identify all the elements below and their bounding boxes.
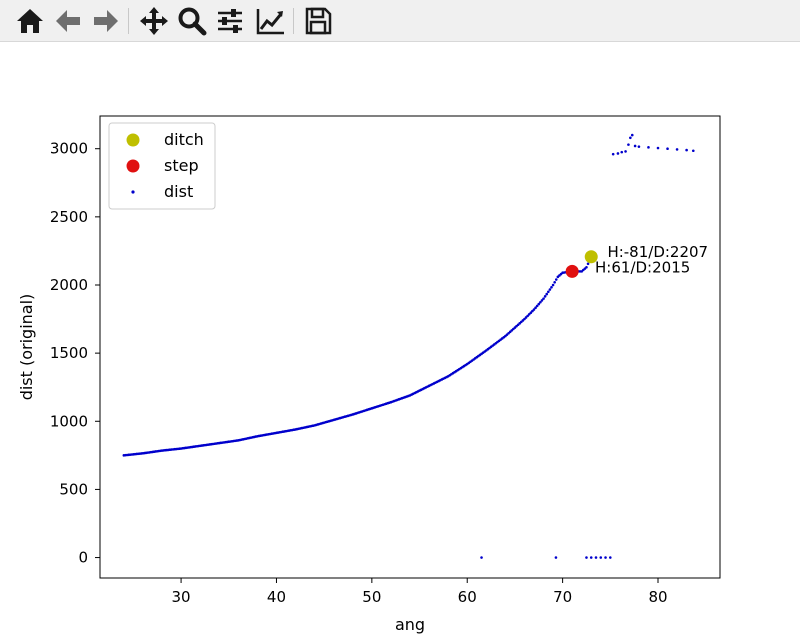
data-point-dist [542,297,545,300]
x-tick-label: 40 [267,588,286,606]
y-tick-label: 0 [78,549,88,567]
data-point-dist [609,556,612,559]
data-point-dist [666,147,669,151]
annotation-label: H:-81/D:2207 [607,243,708,261]
save-button[interactable] [302,5,334,37]
data-point-dist [585,265,588,269]
data-point-dist [554,278,558,281]
data-point-dist [535,304,539,308]
home-icon [17,9,43,33]
toolbar [0,0,800,42]
annotation-label: H:61/D:2015 [595,259,690,277]
forward-button[interactable] [90,5,122,37]
x-tick-label: 30 [172,588,191,606]
data-point-dist [531,309,534,313]
data-point-dist [630,133,634,137]
pan-icon [140,7,168,35]
legend-label-dist: dist [164,182,193,201]
data-point-dist [627,143,630,146]
back-button[interactable] [52,5,84,37]
data-point-dist [551,283,555,287]
data-point-dist [616,152,620,155]
data-point-dist [543,295,547,298]
data-point-dist [534,306,537,310]
data-point-dist [526,314,529,318]
axes-frame [99,115,721,579]
data-point-dist [529,311,533,315]
data-point-dist [691,149,695,153]
x-tick-label: 70 [553,588,572,606]
y-axis-label: dist (original) [17,294,36,401]
data-point-dist [589,556,593,559]
data-point-dist [624,150,627,153]
data-point-dist [594,556,598,559]
zoom-button[interactable] [176,5,208,37]
data-point-dist [524,316,528,319]
data-point-dist [604,556,607,559]
data-point-dist [586,262,590,266]
data-point-dist [548,288,552,291]
home-button[interactable] [14,5,46,37]
configure-subplots-button[interactable] [214,5,246,37]
data-point-dist [539,300,542,304]
data-point-dist [553,280,556,284]
data-point-dist [585,556,588,559]
save-icon [305,7,332,35]
y-tick-label: 1000 [50,412,88,430]
data-point-dist [554,556,558,559]
edit-axis-icon [256,9,284,35]
x-axis-label: ang [395,615,425,634]
data-point-dist [656,146,660,150]
data-point-dist [545,292,549,296]
y-tick-label: 2500 [50,208,88,226]
toolbar-separator [128,8,129,34]
y-axis-ticks: 0 500 1000 1500 2000 2500 3000 [50,140,100,567]
zoom-icon [178,7,207,36]
data-point-dist [633,144,637,148]
data-point-dist [637,145,641,148]
data-point-step [565,264,579,278]
data-point-dist [527,312,531,316]
data-point-dist [540,299,544,302]
data-point-dist [647,146,650,149]
configure-subplots-icon [218,9,242,33]
data-point-dist [629,136,632,140]
y-tick-label: 2000 [50,276,88,294]
data-point-dist [685,148,688,152]
data-point-dist [611,152,615,156]
legend-marker-ditch [126,133,140,147]
data-point-ditch [584,250,598,264]
x-tick-label: 80 [648,588,667,606]
y-tick-label: 500 [59,480,88,498]
legend-label-ditch: ditch [164,130,204,149]
legend: ditch step dist [108,122,216,210]
data-point-dist [547,290,550,294]
legend-label-step: step [164,156,199,175]
data-point-dist [599,556,603,559]
legend-marker-step [126,159,140,173]
y-tick-label: 1500 [50,344,88,362]
data-point-dist [480,556,483,559]
x-tick-label: 60 [458,588,477,606]
chart-marks [122,133,695,559]
back-icon [56,10,80,32]
chart: 30 40 50 60 70 80 0 500 1000 1500 2000 2500 3000 H:… [17,115,721,634]
y-tick-label: 3000 [50,140,88,158]
data-point-dist [537,302,541,306]
pan-button[interactable] [138,5,170,37]
forward-icon [94,10,118,32]
data-point-dist [675,148,679,151]
data-point-dist [532,308,536,311]
edit-axis-button[interactable] [254,5,286,37]
data-point-dist [550,285,553,289]
data-point-dist [620,150,624,154]
toolbar-separator [293,8,294,34]
legend-marker-dist [131,190,135,194]
x-tick-label: 50 [362,588,381,606]
x-axis-ticks: 30 40 50 60 70 80 [172,578,668,606]
data-point-dist [523,317,526,321]
